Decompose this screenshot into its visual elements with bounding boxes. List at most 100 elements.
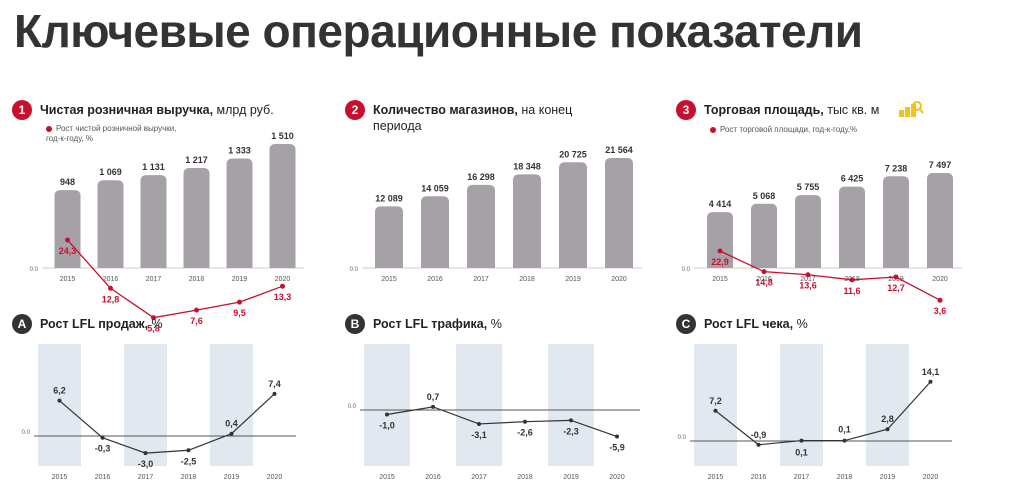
series-line — [59, 393, 275, 454]
zero-axis-label: 0.0 — [348, 404, 357, 410]
background-band — [694, 344, 737, 466]
line-label: 13,3 — [274, 292, 292, 302]
chart-panel-stores: 2 Количество магазинов, на конец периода… — [345, 100, 655, 290]
chart-svg: 0.0 948 2015 1 069 2016 1 131 2017 1 217 2018 1 3… — [30, 131, 304, 334]
line-point — [385, 412, 389, 417]
chart-svg: 0.0 12 089 2015 14 059 2016 16 298 2017 18 348 2… — [350, 145, 642, 283]
x-tick-label: 2017 — [473, 276, 489, 283]
line-label: 22,9 — [711, 257, 729, 267]
legend-dot-icon — [710, 126, 716, 133]
line-point — [569, 418, 573, 423]
line-label: -0,3 — [95, 444, 111, 454]
line-point — [143, 451, 148, 456]
bar-label: 1 510 — [271, 131, 294, 141]
bar-label: 1 131 — [142, 162, 165, 172]
line-point — [893, 274, 899, 280]
chart-title: Рост LFL трафика, % — [373, 316, 502, 332]
x-tick-label: 2015 — [379, 474, 395, 481]
chart-title-rest: % — [487, 317, 502, 331]
line-label: -2,5 — [181, 456, 197, 466]
line-label: 14,8 — [755, 278, 773, 288]
x-tick-label: 2018 — [517, 474, 533, 481]
chart-legend: Рост торговой площади, год-к-году,% — [710, 125, 910, 135]
chart-title: Количество магазинов, на конец периода — [373, 102, 588, 134]
x-tick-label: 2016 — [756, 276, 772, 283]
x-tick-label: 2015 — [52, 474, 68, 481]
x-tick-label: 2015 — [381, 276, 397, 283]
zero-axis-label: 0.0 — [678, 435, 687, 441]
chart-title-rest: тыс кв. м — [823, 103, 880, 117]
bar — [183, 168, 210, 268]
chart-title-rest: на конец периода — [373, 103, 573, 133]
line-label: 0,7 — [427, 392, 440, 402]
page-title: Ключевые операционные показатели — [14, 5, 863, 57]
chart-badge: C — [676, 314, 696, 334]
line-point — [280, 283, 285, 289]
bar-label: 6 425 — [841, 174, 864, 184]
legend-label: Рост торговой площади, год-к-году,% — [720, 125, 858, 134]
background-band — [780, 344, 823, 466]
line-label: 3,6 — [934, 306, 947, 316]
line-point — [885, 427, 890, 432]
background-band — [210, 344, 253, 466]
line-point — [717, 248, 723, 254]
line-label: 9,5 — [233, 308, 246, 318]
x-tick-label: 2015 — [60, 276, 76, 283]
bar — [795, 195, 821, 268]
bar — [140, 175, 167, 268]
line-label: 6,2 — [53, 386, 66, 396]
zero-axis-label: 0.0 — [30, 267, 39, 273]
bar-label: 948 — [60, 177, 75, 187]
chart-title: Торговая площадь, тыс кв. м — [704, 102, 879, 118]
bar — [269, 144, 296, 268]
line-point — [937, 297, 943, 303]
line-label: -2,6 — [517, 428, 533, 438]
chart-title-bold: Торговая площадь, — [704, 103, 824, 117]
x-tick-label: 2018 — [181, 474, 197, 481]
bar-label: 5 755 — [797, 182, 820, 192]
bar — [559, 162, 587, 268]
line-label: 13,6 — [799, 281, 817, 291]
line-point — [761, 269, 767, 275]
bar — [375, 206, 403, 268]
bar-label: 7 238 — [885, 163, 908, 173]
x-tick-label: 2017 — [471, 474, 487, 481]
x-tick-label: 2017 — [800, 276, 816, 283]
line-point — [805, 272, 811, 278]
bar — [751, 203, 777, 268]
x-tick-label: 2020 — [267, 474, 283, 481]
chart-badge: 3 — [676, 100, 696, 120]
legend-label: Рост чистой розничной выручки, год-к-год… — [46, 124, 177, 143]
x-tick-label: 2019 — [565, 276, 581, 283]
chart-panel-revenue: 1 Чистая розничная выручка, млрд руб. Ро… — [12, 100, 322, 334]
x-tick-label: 2020 — [275, 276, 291, 283]
series-line — [715, 381, 931, 446]
line-point — [229, 431, 234, 436]
bar-label: 18 348 — [513, 161, 541, 171]
line-point — [57, 398, 62, 403]
line-point — [108, 285, 113, 291]
line-label: -0,9 — [751, 430, 767, 440]
x-tick-label: 2020 — [611, 276, 627, 283]
line-point — [272, 391, 277, 396]
x-tick-label: 2016 — [751, 474, 767, 481]
chart-title-rest: % — [148, 317, 163, 331]
x-tick-label: 2015 — [708, 474, 724, 481]
chart-panel-lfl-ticket: C Рост LFL чека, % 0.0 7,2 2015 -0,9 2016 0,1… — [676, 314, 976, 492]
chart-title-bold: Рост LFL продаж, — [40, 317, 149, 331]
chart-title: Рост LFL чека, % — [704, 316, 808, 332]
chart-badge: A — [12, 314, 32, 334]
background-band — [364, 344, 410, 466]
bar-label: 7 497 — [929, 160, 952, 170]
line-label: 7,2 — [709, 396, 722, 406]
chart-title: Рост LFL продаж, % — [40, 316, 163, 332]
series-line — [719, 250, 941, 301]
line-point — [151, 315, 156, 321]
line-point — [849, 277, 855, 283]
zero-axis-label: 0.0 — [22, 430, 31, 436]
chart-title-rest: млрд руб. — [213, 103, 274, 117]
x-tick-label: 2018 — [519, 276, 535, 283]
x-tick-label: 2016 — [427, 276, 443, 283]
bar — [97, 180, 124, 268]
